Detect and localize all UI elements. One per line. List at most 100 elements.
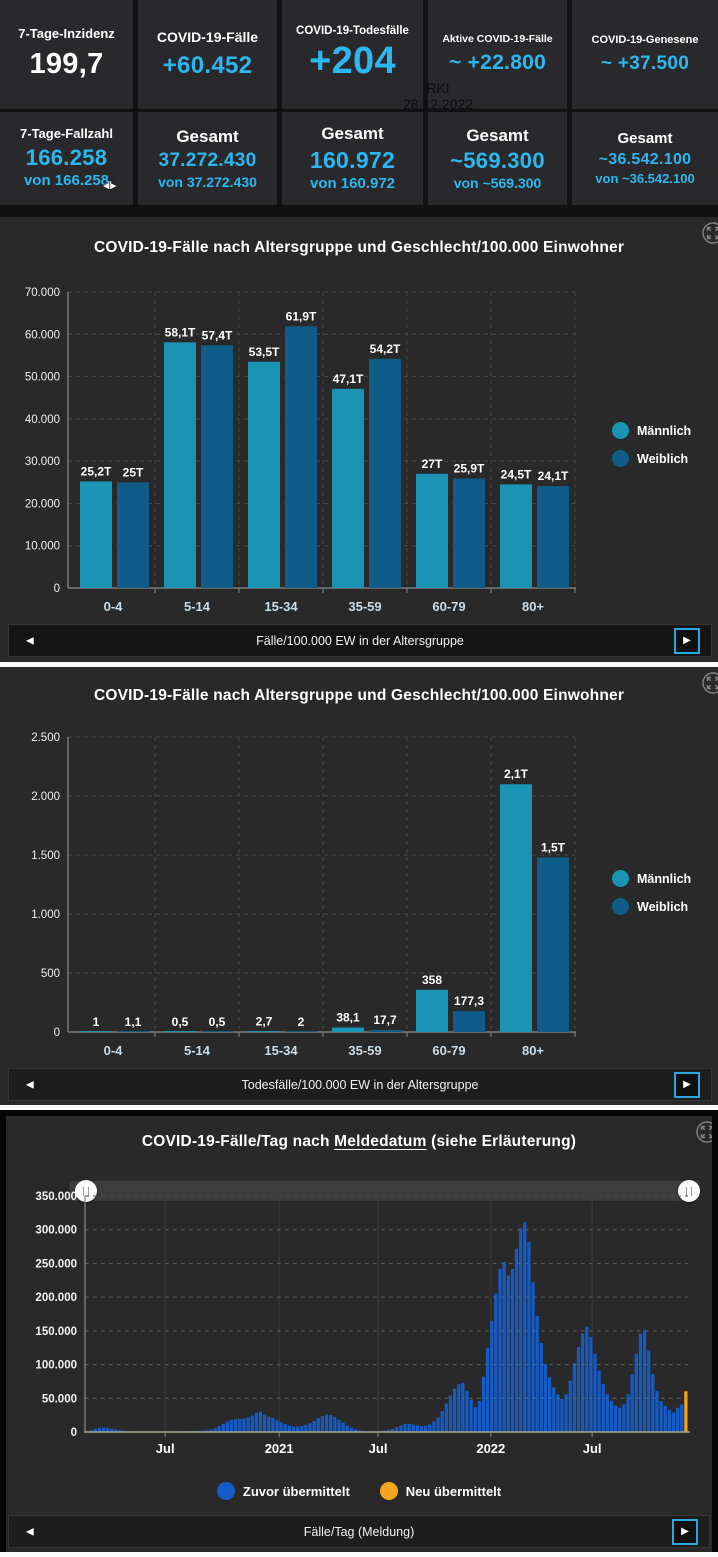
svg-text:24,5T: 24,5T (501, 467, 532, 481)
card-subvalue: von ~36.542.100 (595, 171, 695, 187)
card-subvalue: von ~569.300 (453, 175, 542, 192)
card-label: COVID-19-Todesfälle (296, 25, 409, 38)
chart-footer: ◀ Fälle/100.000 EW in der Altersgruppe ▶ (8, 624, 712, 657)
next-chart-button[interactable]: ▶ (672, 1518, 698, 1545)
footer-title: Fälle/Tag (Meldung) (303, 1524, 415, 1539)
svg-text:60-79: 60-79 (432, 1043, 465, 1058)
prev-chart-button[interactable]: ◀ (26, 1079, 34, 1090)
card-subvalue: von 160.972 (309, 175, 396, 193)
svg-text:2.500: 2.500 (31, 732, 60, 744)
svg-text:177,3: 177,3 (454, 994, 484, 1008)
time-range-slider-handle-right[interactable] (678, 1180, 700, 1202)
svg-text:50.000: 50.000 (42, 1393, 77, 1405)
title-suffix: (siehe Erläuterung) (426, 1133, 577, 1150)
prev-chart-button[interactable]: ◀ (26, 635, 34, 646)
svg-text:30.000: 30.000 (25, 456, 60, 468)
legend-item-weiblich: Weiblich (612, 898, 691, 915)
svg-text:1: 1 (93, 1015, 100, 1029)
chart-footer: ◀ Fälle/Tag (Meldung) ▶ (8, 1515, 710, 1548)
source-watermark: RKI 28.12.2022 (388, 80, 488, 112)
legend-item-maennlich: Männlich (612, 422, 691, 439)
deaths-by-age-chart-panel: COVID-19-Fälle nach Altersgruppe und Ges… (0, 667, 718, 1105)
svg-text:100.000: 100.000 (35, 1360, 77, 1372)
svg-text:2,7: 2,7 (256, 1015, 273, 1029)
card-gesamt-faelle: Gesamt 37.272.430 von 37.272.430 (138, 112, 277, 205)
chart-title: COVID-19-Fälle nach Altersgruppe und Ges… (93, 687, 625, 704)
legend: Männlich Weiblich (612, 422, 691, 467)
svg-text:0-4: 0-4 (104, 599, 124, 614)
card-value: ~ +37.500 (600, 53, 690, 75)
svg-text:61,9T: 61,9T (286, 309, 317, 323)
cases-per-day-chart-panel: COVID-19-Fälle/Tag nach Meldedatum (sieh… (0, 1110, 718, 1552)
svg-text:Jul: Jul (369, 1441, 388, 1456)
card-subvalue: von 166.258 (23, 172, 110, 190)
card-label: Aktive COVID-19-Fälle (442, 33, 553, 46)
card-genesene: COVID-19-Genesene ~ +37.500 (572, 0, 718, 109)
svg-text:35-59: 35-59 (348, 1043, 381, 1058)
grip-icon (83, 1186, 89, 1196)
next-chart-button[interactable]: ▶ (674, 627, 700, 654)
legend-item-weiblich: Weiblich (612, 450, 691, 467)
svg-text:15-34: 15-34 (264, 599, 298, 614)
legend-item-neu-uebermittelt: Neu übermittelt (379, 1482, 502, 1500)
card-value: 166.258 (25, 145, 108, 171)
section-separator (0, 662, 718, 667)
svg-text:53,5T: 53,5T (249, 345, 280, 359)
legend: Männlich Weiblich (612, 870, 691, 915)
legend-label: Weiblich (637, 899, 689, 914)
card-label: Gesamt (466, 125, 529, 145)
card-value: 160.972 (309, 146, 396, 173)
card-subvalue: von 37.272.430 (158, 173, 257, 190)
legend-item-zuvor-uebermittelt: Zuvor übermittelt (216, 1482, 350, 1500)
title-meldedatum-link[interactable]: Meldedatum (334, 1133, 427, 1150)
card-label: Gesamt (617, 129, 673, 147)
card-7-tage-fallzahl: 7-Tage-Fallzahl 166.258 von 166.258 (0, 112, 133, 205)
card-value: +60.452 (162, 52, 253, 80)
legend-label: Männlich (637, 423, 692, 438)
footer-title: Todesfälle/100.000 EW in der Altersgrupp… (241, 1077, 479, 1092)
next-chart-button[interactable]: ▶ (674, 1071, 700, 1098)
prev-chart-button[interactable]: ◀ (26, 1526, 34, 1537)
svg-text:250.000: 250.000 (35, 1258, 77, 1270)
stats-section: 7-Tage-Inzidenz 199,7 COVID-19-Fälle +60… (0, 0, 718, 217)
svg-text:2021: 2021 (265, 1441, 294, 1456)
card-label: Gesamt (176, 127, 239, 147)
svg-text:5-14: 5-14 (184, 1043, 211, 1058)
svg-text:150.000: 150.000 (35, 1326, 77, 1338)
card-value: +204 (309, 40, 396, 83)
svg-text:1,5T: 1,5T (541, 840, 566, 854)
svg-text:1.500: 1.500 (31, 850, 60, 862)
legend-label: Männlich (637, 871, 692, 886)
svg-text:Jul: Jul (583, 1441, 602, 1456)
svg-text:80+: 80+ (522, 599, 544, 614)
svg-text:350.000: 350.000 (35, 1191, 77, 1203)
footer-title: Fälle/100.000 EW in der Altersgruppe (256, 633, 464, 648)
chart-title: COVID-19-Fälle/Tag nach Meldedatum (sieh… (6, 1133, 712, 1151)
svg-text:0: 0 (71, 1427, 77, 1439)
card-value: ~ +22.800 (448, 51, 547, 75)
card-gesamt-aktive: Gesamt ~569.300 von ~569.300 (428, 112, 567, 205)
svg-text:5-14: 5-14 (184, 599, 211, 614)
legend-item-maennlich: Männlich (612, 870, 691, 887)
svg-text:15-34: 15-34 (264, 1043, 298, 1058)
svg-text:50.000: 50.000 (25, 372, 60, 384)
svg-text:47,1T: 47,1T (333, 372, 364, 386)
col-resize-cursor-icon: ◂‖▸ (103, 180, 117, 192)
age-gender-cases-chart: 70.000 60.000 50.000 40.000 30.000 20.000 10.0… (25, 287, 576, 614)
card-label: 7-Tage-Inzidenz (18, 26, 115, 42)
svg-text:1.000: 1.000 (31, 909, 60, 921)
legend-label: Zuvor übermittelt (242, 1483, 350, 1499)
expand-icon[interactable] (695, 1120, 718, 1144)
chart-title: COVID-19-Fälle nach Altersgruppe und Ges… (93, 239, 625, 256)
expand-icon[interactable] (701, 221, 718, 245)
watermark-source: RKI (426, 80, 450, 96)
legend-dot-female (612, 898, 629, 915)
svg-text:35-59: 35-59 (348, 599, 381, 614)
legend-label: Neu übermittelt (405, 1483, 502, 1499)
svg-text:358: 358 (422, 973, 442, 987)
cases-by-age-chart-panel: COVID-19-Fälle nach Altersgruppe und Ges… (0, 217, 718, 662)
svg-text:70.000: 70.000 (25, 287, 60, 299)
time-range-slider-handle-left[interactable] (75, 1180, 97, 1202)
card-label: 7-Tage-Fallzahl (20, 126, 113, 142)
